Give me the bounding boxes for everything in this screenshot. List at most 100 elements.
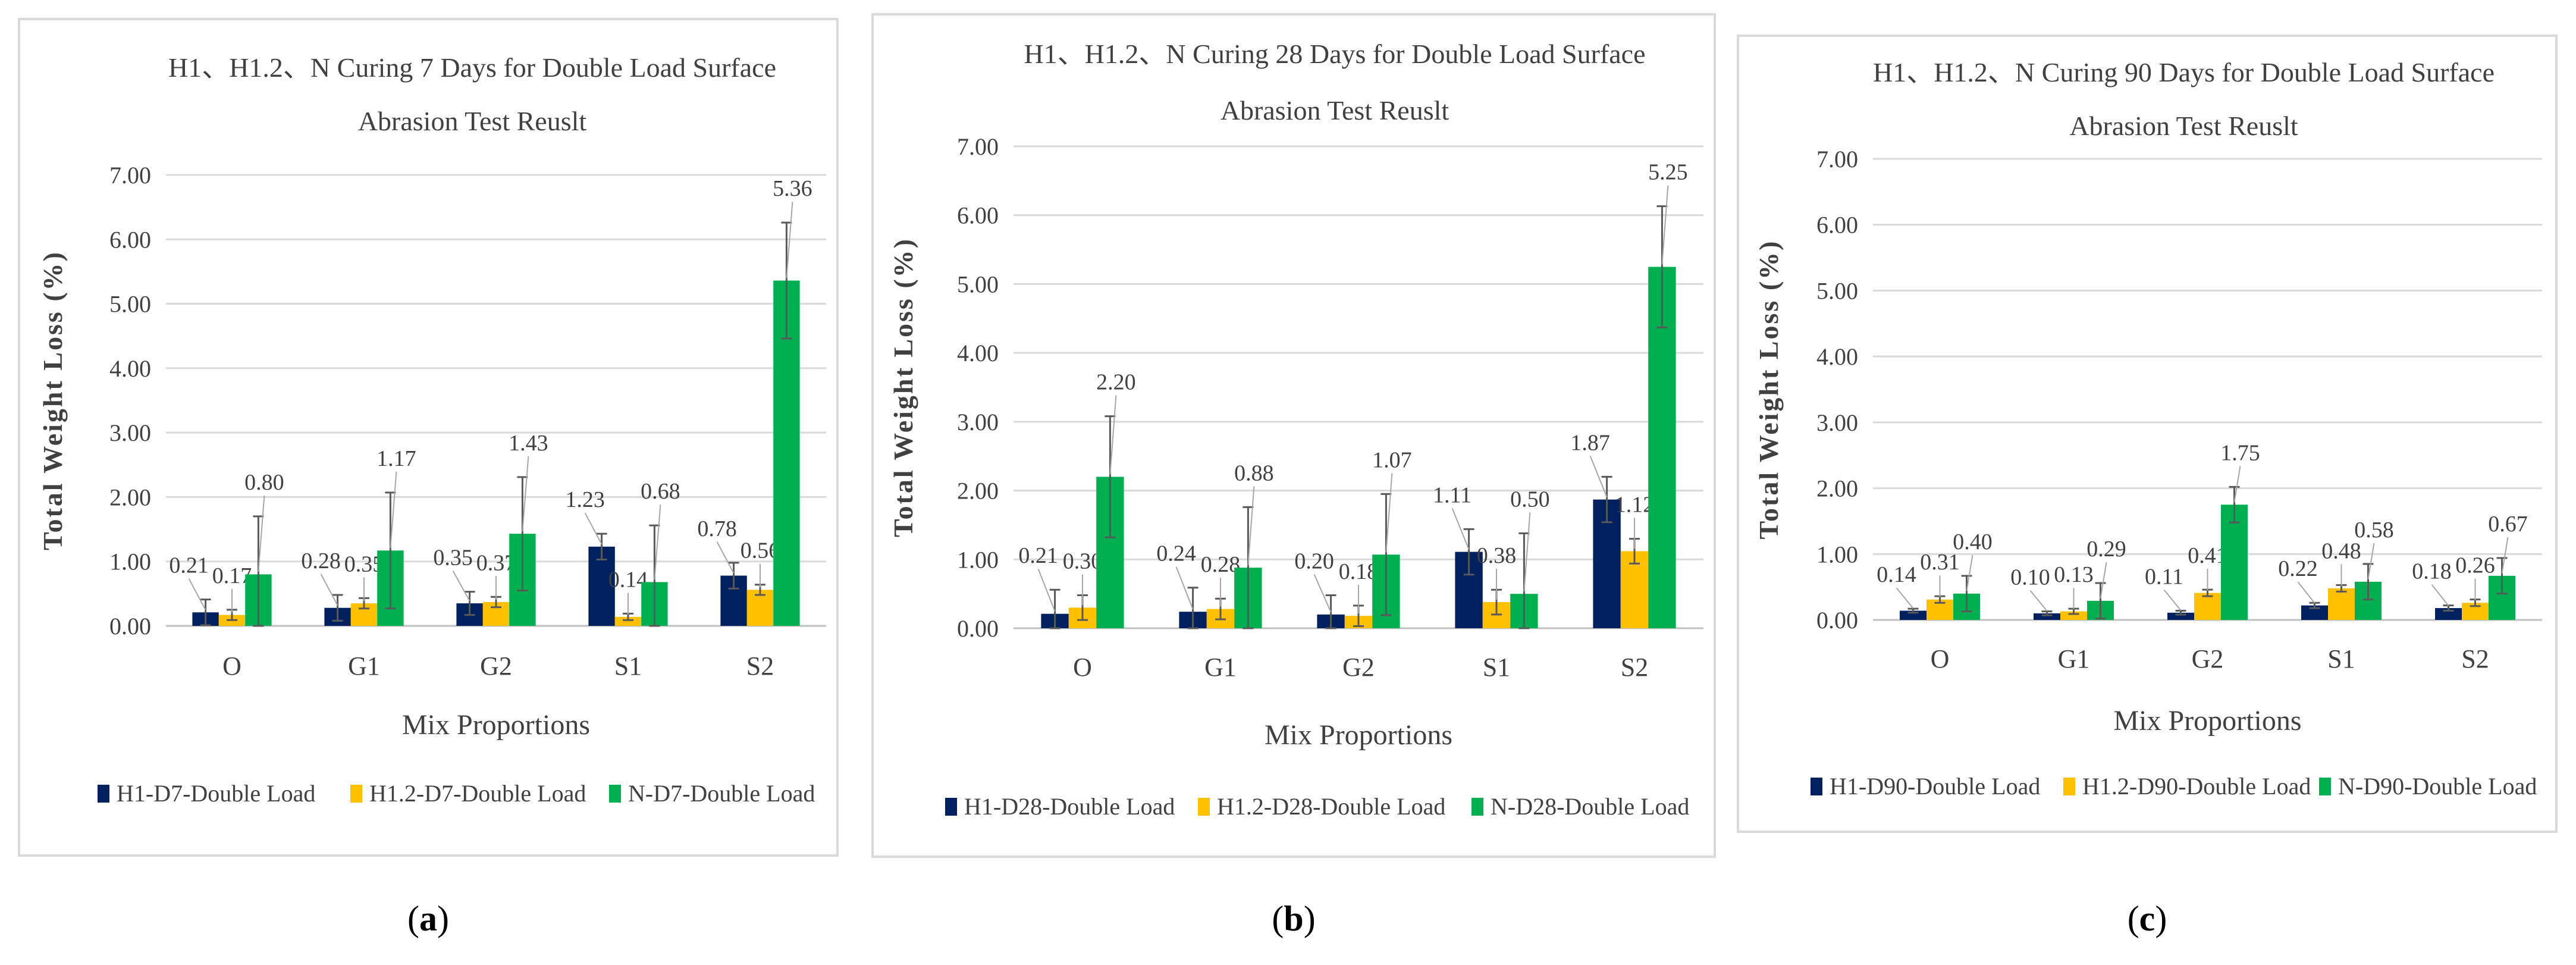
data-label: 0.35 <box>344 552 384 577</box>
legend-swatch <box>2319 778 2331 795</box>
y-tick-label: 4.00 <box>957 340 999 366</box>
bar <box>614 616 642 626</box>
bar <box>2034 613 2060 620</box>
x-tick-label: G2 <box>2192 644 2224 673</box>
legend-swatch <box>945 798 957 816</box>
data-label-leader <box>716 541 735 574</box>
chart-svg: H1、H1.2、N Curing 90 Days for Double Load… <box>1753 57 2542 800</box>
x-tick-label: G2 <box>1342 653 1375 682</box>
x-tick-label: G1 <box>2058 644 2090 673</box>
chart-subtitle: Abrasion Test Reuslt <box>1220 95 1449 126</box>
data-label: 0.30 <box>1063 549 1103 574</box>
data-label-leader <box>2029 590 2048 612</box>
x-tick-label: G1 <box>348 651 380 681</box>
data-label: 0.38 <box>1477 543 1517 568</box>
bar <box>2221 505 2248 620</box>
y-tick-label: 3.00 <box>1816 409 1858 436</box>
y-tick-label: 7.00 <box>957 133 999 160</box>
y-tick-label: 7.00 <box>1816 146 1858 173</box>
data-label-leader <box>1451 507 1470 550</box>
data-label: 0.78 <box>697 516 737 541</box>
bar <box>2167 612 2194 620</box>
data-label-leader <box>1523 512 1531 592</box>
data-label: 0.14 <box>608 567 648 592</box>
legend-label: H1-D28-Double Load <box>964 793 1175 820</box>
data-label: 0.26 <box>2455 553 2495 578</box>
data-label: 0.21 <box>1018 543 1058 568</box>
legend-swatch <box>350 785 362 803</box>
legend-swatch <box>1811 778 1822 795</box>
y-tick-label: 0.00 <box>109 613 151 640</box>
x-tick-label: O <box>1073 653 1092 682</box>
data-label: 1.87 <box>1570 430 1610 455</box>
y-tick-label: 5.00 <box>1816 277 1858 304</box>
data-label: 0.29 <box>2086 537 2126 562</box>
data-label: 0.28 <box>1201 552 1241 577</box>
x-tick-label: S1 <box>2327 644 2355 673</box>
y-axis-label: Total Weight Loss (%) <box>37 250 68 550</box>
data-label-leader <box>390 471 397 549</box>
data-label-leader <box>1385 473 1393 553</box>
legend-swatch <box>609 785 621 803</box>
y-tick-label: 1.00 <box>109 549 151 575</box>
x-axis-label: Mix Proportions <box>1265 719 1452 751</box>
data-label-leader <box>188 578 206 610</box>
data-label-leader <box>2163 589 2182 611</box>
data-label: 0.13 <box>2054 562 2094 587</box>
y-tick-label: 6.00 <box>1816 212 1858 239</box>
data-label: 1.23 <box>565 487 605 512</box>
data-label-leader <box>584 512 603 545</box>
legend-label: H1.2-D90-Double Load <box>2082 773 2311 800</box>
data-label: 0.14 <box>1877 562 1916 587</box>
data-label-leader <box>522 456 529 532</box>
data-label: 5.25 <box>1648 160 1688 185</box>
chart-subtitle: Abrasion Test Reuslt <box>358 106 587 136</box>
y-tick-label: 2.00 <box>109 484 151 510</box>
data-label-leader <box>654 504 661 580</box>
data-label: 0.48 <box>2321 538 2361 563</box>
data-label: 0.31 <box>1920 550 1960 575</box>
caption-b: (b) <box>1272 899 1316 938</box>
data-label: 0.68 <box>641 479 680 504</box>
x-tick-label: G1 <box>1204 653 1237 682</box>
data-label-leader <box>258 495 265 572</box>
data-label-leader <box>2297 581 2315 604</box>
data-label: 0.35 <box>433 546 473 571</box>
bar <box>2194 593 2221 620</box>
bar <box>2328 588 2355 620</box>
data-label-leader <box>2100 562 2107 599</box>
data-label-leader <box>1247 486 1255 566</box>
data-label: 0.41 <box>2188 543 2227 568</box>
data-label: 1.07 <box>1372 447 1412 472</box>
x-tick-label: G2 <box>480 651 512 681</box>
data-label: 0.50 <box>1510 487 1550 512</box>
data-label: 0.40 <box>1953 530 1993 554</box>
legend-label: N-D7-Double Load <box>628 780 815 807</box>
data-label: 0.58 <box>2354 518 2394 543</box>
x-tick-label: S1 <box>1483 653 1510 682</box>
y-tick-label: 4.00 <box>109 355 151 382</box>
data-label: 0.88 <box>1234 460 1274 485</box>
y-tick-label: 3.00 <box>109 419 151 446</box>
y-tick-label: 6.00 <box>957 202 999 229</box>
y-tick-label: 1.00 <box>957 546 999 573</box>
chart-svg: H1、H1.2、N Curing 28 Days for Double Load… <box>888 39 1703 820</box>
chart-panel-b: H1、H1.2、N Curing 28 Days for Double Load… <box>871 13 1716 858</box>
data-label-leader <box>1037 568 1056 612</box>
y-tick-label: 6.00 <box>109 226 151 253</box>
data-label: 0.80 <box>244 470 284 495</box>
chart-subtitle: Abrasion Test Reuslt <box>2069 111 2298 141</box>
caption-a: (a) <box>407 899 449 938</box>
data-label: 1.11 <box>1433 482 1471 507</box>
data-label-leader <box>1313 574 1332 613</box>
legend-label: H1.2-D28-Double Load <box>1217 793 1445 820</box>
data-label-leader <box>1589 456 1608 497</box>
data-label: 0.10 <box>2010 565 2050 590</box>
data-label: 0.18 <box>1339 559 1379 584</box>
data-label: 1.75 <box>2220 440 2260 465</box>
data-label: 0.20 <box>1294 549 1334 574</box>
x-tick-label: O <box>222 651 241 681</box>
data-label: 1.43 <box>509 431 548 456</box>
data-label-leader <box>2431 584 2449 606</box>
data-label-leader <box>2501 537 2509 574</box>
